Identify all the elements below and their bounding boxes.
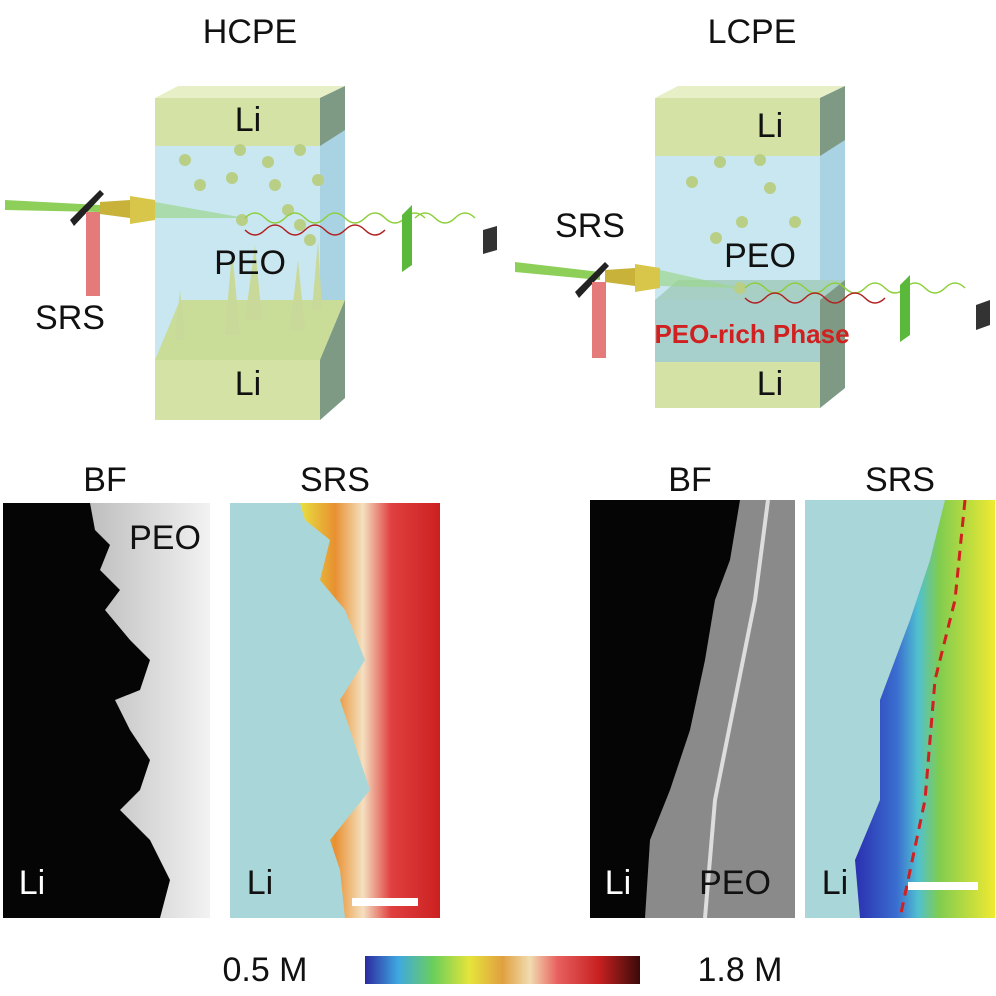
title: SRS (300, 461, 370, 499)
title: BF (668, 461, 711, 499)
label: SRS (555, 207, 625, 245)
label: Li (757, 365, 783, 403)
srs-image-1: SRS Li (230, 461, 440, 918)
label: Li (822, 864, 848, 902)
label: PEO (129, 519, 201, 557)
label: Li (605, 864, 631, 902)
label: Li (19, 864, 45, 902)
label: SRS (35, 299, 105, 337)
label: Li (235, 365, 261, 403)
colorbar-max: 1.8 M (697, 951, 782, 989)
title: SRS (865, 461, 935, 499)
label: Li (235, 101, 261, 139)
bf-image-1: BF PEO Li (3, 461, 210, 918)
bf-image-2: BF Li PEO (590, 461, 795, 919)
label: Li (757, 107, 783, 145)
label: PEO-rich Phase (654, 319, 849, 349)
label: PEO (214, 244, 286, 282)
label: PEO (724, 237, 796, 275)
title: LCPE (708, 13, 797, 51)
srs-image-2: SRS Li (805, 461, 995, 919)
lcpe-diagram: LCPE Li Li PEO SRS PEO-rich Phase (515, 13, 990, 408)
title: HCPE (203, 13, 297, 51)
colorbar-min: 0.5 M (222, 951, 307, 989)
hcpe-diagram: HCPE Li Li PEO SRS (5, 13, 497, 420)
label: Li (247, 864, 273, 902)
label: PEO (699, 864, 771, 902)
title: BF (83, 461, 126, 499)
colorbar: 0.5 M 1.8 M (222, 951, 782, 989)
